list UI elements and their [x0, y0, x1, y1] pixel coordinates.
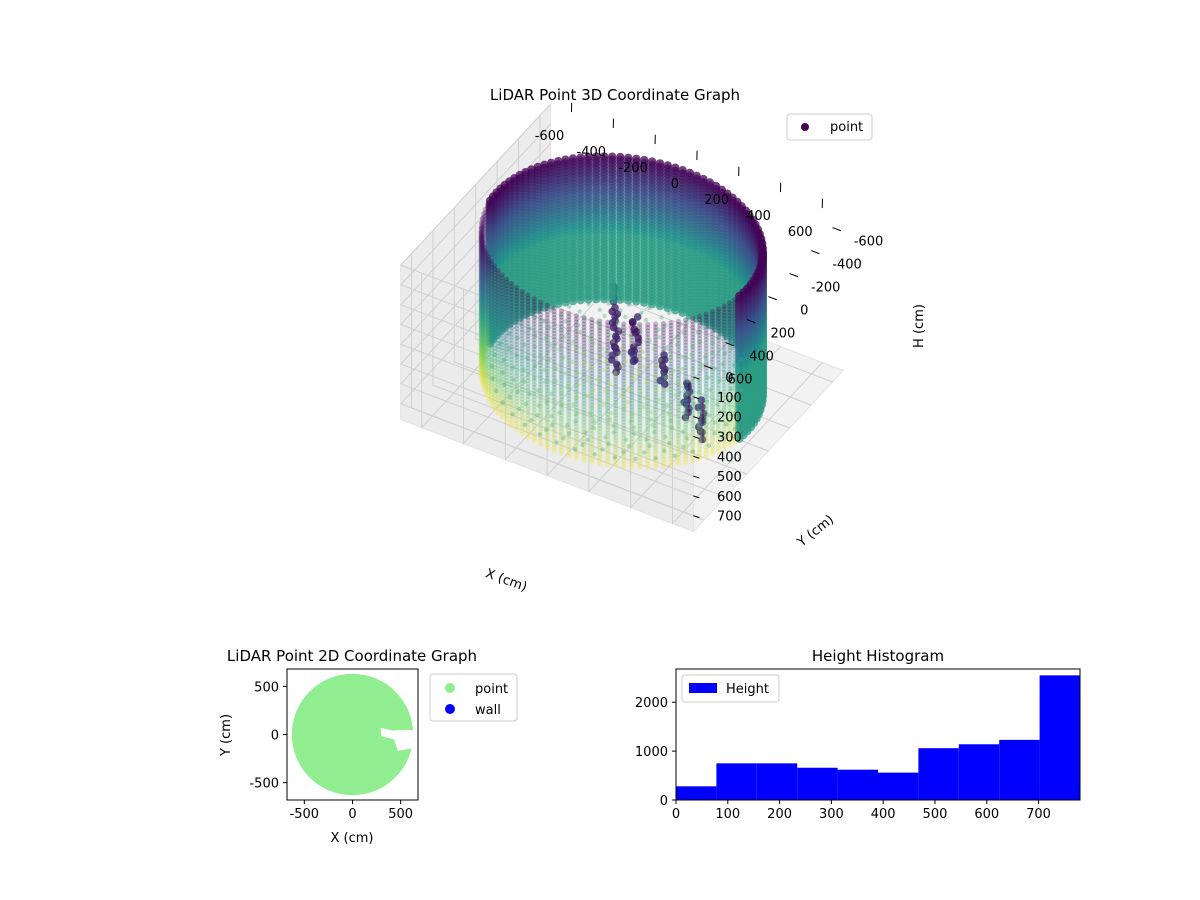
- point-3d: [592, 295, 600, 303]
- point-3d: [717, 335, 721, 339]
- point-3d: [532, 439, 537, 444]
- point-3d: [720, 362, 724, 366]
- point-3d: [559, 451, 564, 456]
- point-3d: [653, 464, 658, 469]
- point-3d: [704, 454, 709, 459]
- point-3d: [732, 363, 736, 367]
- point-3d: [671, 306, 679, 314]
- point-3d: [613, 463, 618, 468]
- point-3d: [504, 419, 509, 424]
- point-3d: [711, 340, 715, 344]
- point-3d: [552, 448, 557, 453]
- title-3d: LiDAR Point 3D Coordinate Graph: [490, 86, 740, 104]
- point-3d: [710, 452, 715, 457]
- point-3d: [739, 357, 743, 361]
- point-3d: [574, 456, 579, 461]
- point-3d: [667, 311, 671, 315]
- point-3d: [729, 346, 733, 350]
- point-3d: [711, 350, 715, 354]
- point-3d: [661, 464, 666, 469]
- point-3d: [629, 464, 634, 469]
- point-3d: [569, 297, 577, 305]
- point-3d: [723, 351, 727, 355]
- point-3d: [645, 465, 650, 470]
- point-3d: [696, 330, 700, 334]
- point-3d: [697, 456, 702, 461]
- point-3d: [538, 442, 543, 447]
- point-3d: [640, 299, 648, 307]
- point-3d: [647, 306, 651, 310]
- point-3d: [545, 445, 550, 450]
- point-3d: [683, 460, 688, 465]
- point-3d: [589, 460, 594, 465]
- point-3d: [678, 309, 686, 317]
- point-3d: [664, 304, 672, 312]
- point-3d: [632, 297, 640, 305]
- point-3d: [702, 326, 706, 330]
- panel-3d-scatter: LiDAR Point 3D Coordinate Graph -600-400…: [401, 86, 927, 595]
- point-3d: [698, 340, 702, 344]
- point-3d: [597, 461, 602, 466]
- point-3d: [581, 458, 586, 463]
- point-3d: [668, 463, 673, 468]
- point-3d: [676, 461, 681, 466]
- point-3d: [659, 315, 663, 319]
- point-3d: [566, 453, 571, 458]
- point-3d: [690, 458, 695, 463]
- point-3d: [637, 465, 642, 470]
- point-3d: [621, 464, 626, 469]
- point-3d: [682, 331, 686, 335]
- point-3d: [685, 318, 689, 322]
- point-3d: [616, 296, 624, 304]
- point-3d: [656, 302, 664, 310]
- point-3d: [678, 322, 682, 326]
- point-3d: [576, 296, 584, 304]
- point-3d: [605, 462, 610, 467]
